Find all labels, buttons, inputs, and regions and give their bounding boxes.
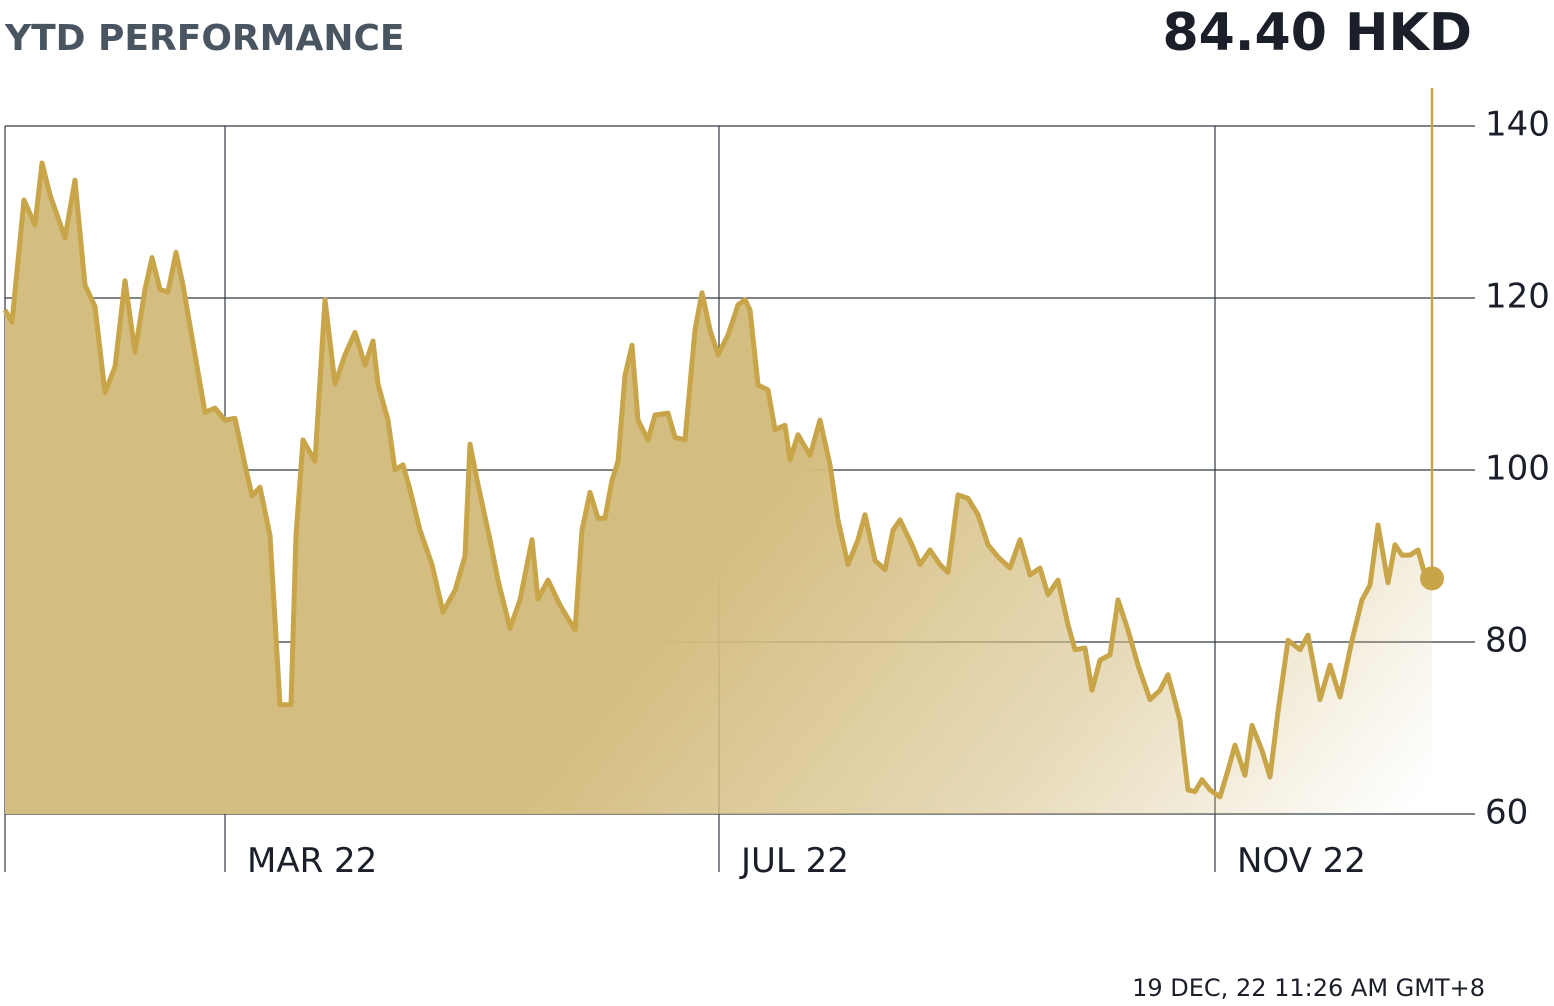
price-label: 84.40 HKD: [1162, 3, 1472, 63]
x-tick-label: JUL 22: [739, 841, 849, 881]
y-tick-label: 140: [1485, 105, 1550, 145]
y-tick-label: 100: [1485, 449, 1550, 489]
x-tick-label: MAR 22: [247, 841, 377, 881]
y-tick-label: 120: [1485, 277, 1550, 317]
last-price-dot: [1420, 566, 1444, 591]
y-tick-label: 80: [1485, 621, 1528, 661]
y-tick-label: 60: [1485, 793, 1528, 833]
timestamp: 19 DEC, 22 11:26 AM GMT+8: [1132, 974, 1485, 1002]
x-tick-label: NOV 22: [1237, 841, 1366, 881]
price-line: [2, 160, 1434, 800]
chart-title: YTD PERFORMANCE: [4, 18, 404, 59]
